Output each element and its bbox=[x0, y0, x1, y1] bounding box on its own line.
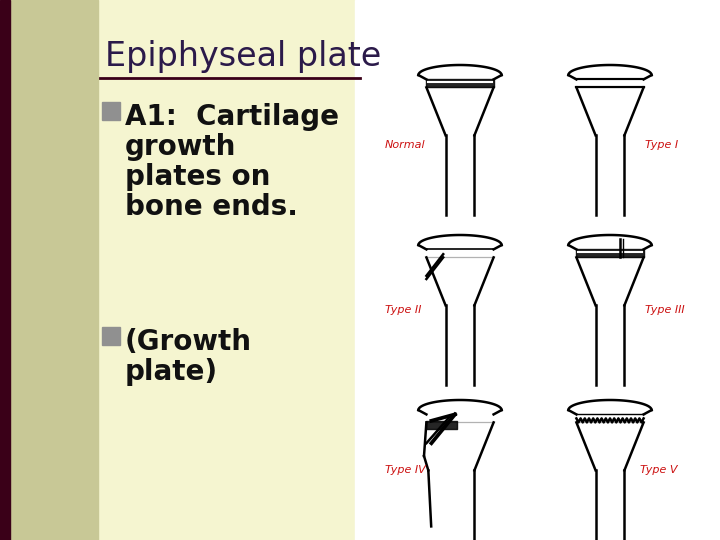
Polygon shape bbox=[418, 235, 502, 249]
Polygon shape bbox=[595, 470, 624, 540]
Text: Type IV: Type IV bbox=[385, 465, 426, 475]
Text: Normal: Normal bbox=[385, 140, 426, 150]
Bar bbox=[102, 327, 120, 345]
Text: Type I: Type I bbox=[645, 140, 678, 150]
Bar bbox=[102, 102, 120, 120]
Text: Type II: Type II bbox=[385, 305, 421, 315]
Polygon shape bbox=[446, 136, 474, 215]
Polygon shape bbox=[426, 422, 494, 470]
Text: bone ends.: bone ends. bbox=[125, 193, 298, 221]
Text: plate): plate) bbox=[125, 358, 218, 386]
Text: growth: growth bbox=[125, 133, 236, 161]
Polygon shape bbox=[418, 65, 502, 79]
Bar bbox=[10, 0, 98, 540]
Polygon shape bbox=[577, 87, 644, 136]
Polygon shape bbox=[418, 400, 502, 414]
Polygon shape bbox=[426, 258, 494, 306]
Bar bbox=[0, 0, 10, 540]
Text: A1:  Cartilage: A1: Cartilage bbox=[125, 103, 339, 131]
Polygon shape bbox=[568, 235, 652, 249]
Polygon shape bbox=[577, 258, 644, 306]
Polygon shape bbox=[595, 136, 624, 215]
Polygon shape bbox=[426, 87, 494, 136]
Polygon shape bbox=[568, 65, 652, 79]
Bar bbox=[355, 0, 720, 540]
Polygon shape bbox=[595, 306, 624, 386]
Text: Type III: Type III bbox=[645, 305, 685, 315]
Polygon shape bbox=[446, 470, 474, 540]
Text: (Growth: (Growth bbox=[125, 328, 252, 356]
Text: Epiphyseal plate: Epiphyseal plate bbox=[105, 40, 382, 73]
Text: Type V: Type V bbox=[640, 465, 678, 475]
Polygon shape bbox=[568, 400, 652, 414]
Polygon shape bbox=[446, 306, 474, 386]
Text: plates on: plates on bbox=[125, 163, 271, 191]
Polygon shape bbox=[577, 422, 644, 470]
